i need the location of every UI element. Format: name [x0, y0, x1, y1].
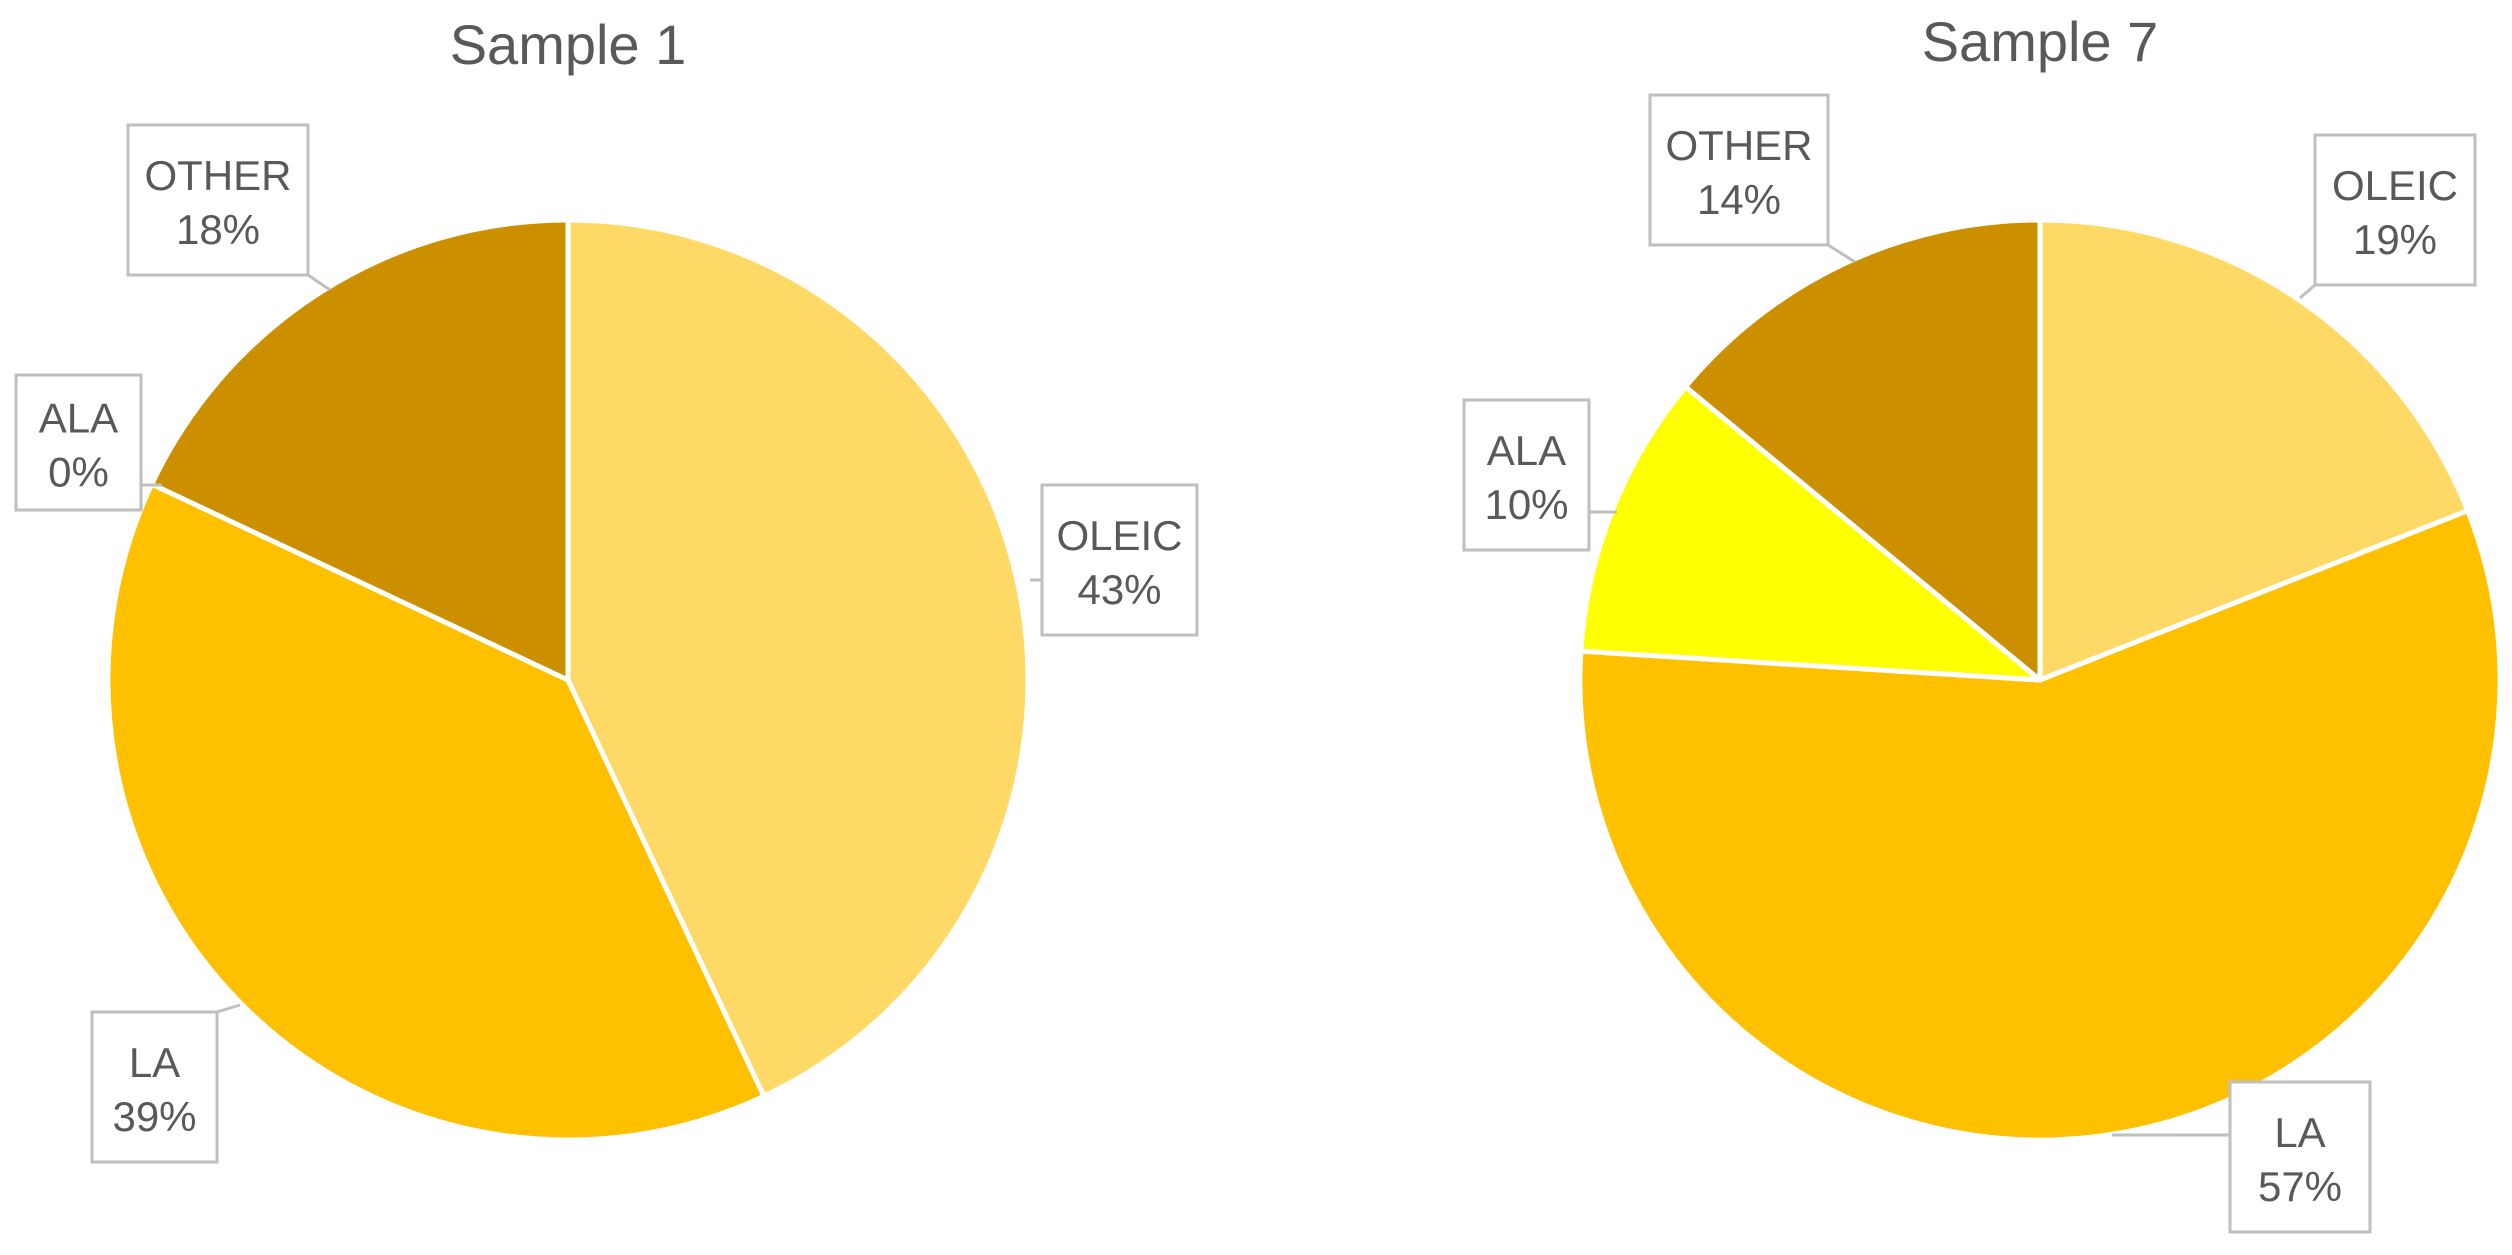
pie-slices: [1577, 217, 2503, 1143]
slice-percent-label: 10%: [1484, 481, 1568, 528]
pie-slices: [105, 217, 1031, 1143]
data-label-oleic: OLEIC 43%: [1030, 483, 1199, 637]
callout-box: [90, 1010, 219, 1164]
callout-leader: [2299, 283, 2316, 300]
slice-category-label: OLEIC: [1056, 512, 1182, 559]
pie-slice-oleic: [565, 217, 1031, 1099]
slice-category-label: ALA: [39, 395, 118, 442]
data-label-other: OTHER 14%: [1648, 93, 1856, 264]
pie-slice-other: [149, 217, 571, 683]
callout-box: [1648, 93, 1830, 247]
callout-box: [126, 123, 310, 277]
callout-leader: [1827, 243, 1856, 264]
pie-slice-la: [105, 481, 767, 1143]
slice-percent-label: 39%: [112, 1093, 196, 1140]
data-label-ala: ALA 0%: [14, 373, 162, 512]
data-label-other: OTHER 18%: [126, 123, 331, 292]
callout-box: [1462, 398, 1591, 552]
chart-title: Sample 7: [1922, 10, 2159, 73]
slice-category-label: LA: [129, 1039, 180, 1086]
data-label-la: LA 57%: [2112, 1080, 2372, 1234]
pie-slice-other: [1683, 217, 2043, 683]
slice-category-label: LA: [2274, 1109, 2325, 1156]
pie-chart-sample-1: Sample 1 OLEIC 43% LA 39% ALA 0% OTHER 18%: [14, 13, 1199, 1164]
slice-percent-label: 0%: [48, 449, 109, 496]
callout-box: [2313, 133, 2477, 287]
callout-box: [14, 373, 143, 512]
data-label-la: LA 39%: [90, 1003, 241, 1164]
slice-category-label: OTHER: [145, 152, 292, 199]
slice-category-label: ALA: [1487, 427, 1566, 474]
pie-slice-oleic: [2037, 217, 2471, 683]
slice-percent-label: 14%: [1697, 176, 1781, 223]
data-label-oleic: OLEIC 19%: [2299, 133, 2477, 300]
slice-category-label: OTHER: [1666, 122, 1813, 169]
callout-leader: [216, 1003, 241, 1014]
slice-percent-label: 19%: [2353, 216, 2437, 263]
callout-leader: [307, 273, 331, 292]
data-label-ala: ALA 10%: [1462, 398, 1617, 552]
slice-percent-label: 57%: [2258, 1163, 2342, 1210]
slice-percent-label: 18%: [176, 206, 260, 253]
slice-category-label: OLEIC: [2332, 162, 2458, 209]
pie-chart-sample-7: Sample 7 OLEIC 19% LA 57% ALA 10% OTHER 14%: [1462, 10, 2503, 1234]
callout-box: [1040, 483, 1199, 637]
chart-title: Sample 1: [450, 13, 687, 76]
slice-percent-label: 43%: [1077, 566, 1161, 613]
callout-box: [2228, 1080, 2372, 1234]
